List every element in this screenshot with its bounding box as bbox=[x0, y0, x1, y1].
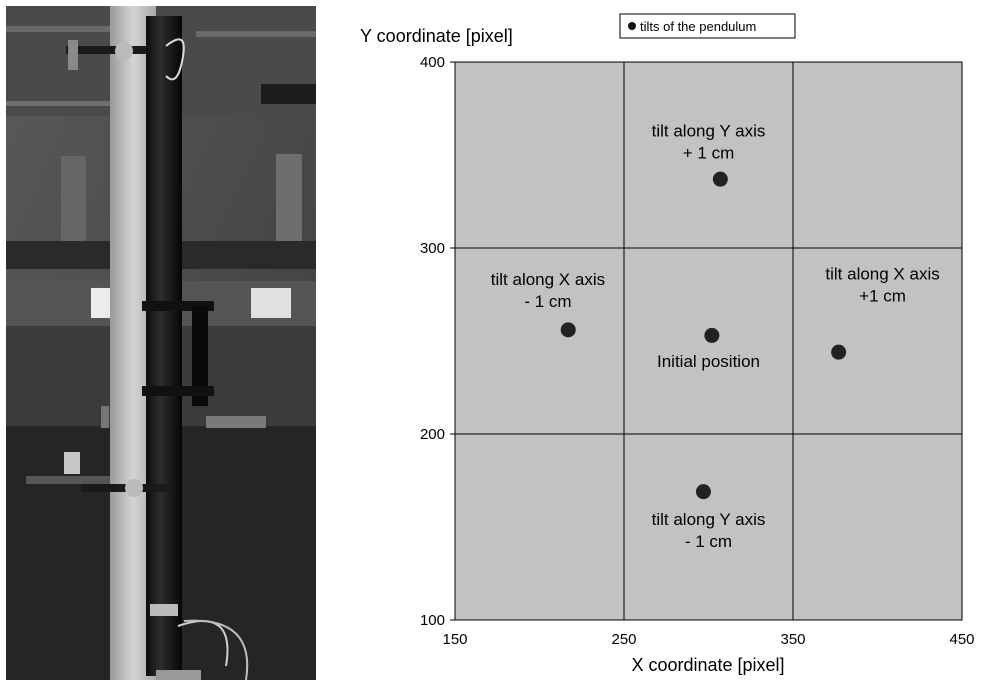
x-tick-label: 350 bbox=[780, 631, 805, 648]
pendulum-photo bbox=[6, 6, 316, 680]
legend-marker-icon bbox=[628, 22, 636, 30]
x-tick-label: 250 bbox=[611, 631, 636, 648]
data-point bbox=[712, 171, 728, 187]
legend-label: tilts of the pendulum bbox=[640, 19, 756, 34]
y-axis-title: Y coordinate [pixel] bbox=[360, 26, 513, 46]
y-tick-label: 300 bbox=[420, 240, 445, 257]
data-point bbox=[560, 322, 576, 338]
data-point bbox=[831, 344, 847, 360]
x-tick-label: 450 bbox=[949, 631, 974, 648]
annotation-label: tilt along Y axis + 1 cm bbox=[652, 121, 766, 162]
scatter-chart: 150 250 350 450 100 200 300 400 tilt along Y ax… bbox=[360, 13, 975, 675]
annotation-label: tilt along X axis +1 cm bbox=[825, 265, 939, 306]
y-tick-label: 400 bbox=[420, 54, 445, 71]
annotation-label: tilt along X axis - 1 cm bbox=[491, 270, 605, 311]
data-point bbox=[704, 327, 720, 343]
annotation-label: Initial position bbox=[657, 352, 760, 371]
annotations: tilt along Y axis + 1 cm tilt along X axis… bbox=[491, 121, 940, 551]
y-tick-label: 100 bbox=[420, 612, 445, 629]
tick-labels: 150 250 350 450 100 200 300 400 bbox=[420, 54, 975, 648]
data-point bbox=[695, 484, 711, 500]
grid-lines bbox=[450, 61, 962, 621]
annotation-label: tilt along Y axis - 1 cm bbox=[652, 510, 766, 551]
x-axis-title: X coordinate [pixel] bbox=[631, 655, 784, 675]
y-tick-label: 200 bbox=[420, 426, 445, 443]
x-tick-label: 150 bbox=[442, 631, 467, 648]
data-points bbox=[560, 171, 847, 500]
legend-box bbox=[619, 13, 796, 39]
legend: tilts of the pendulum bbox=[619, 13, 796, 39]
